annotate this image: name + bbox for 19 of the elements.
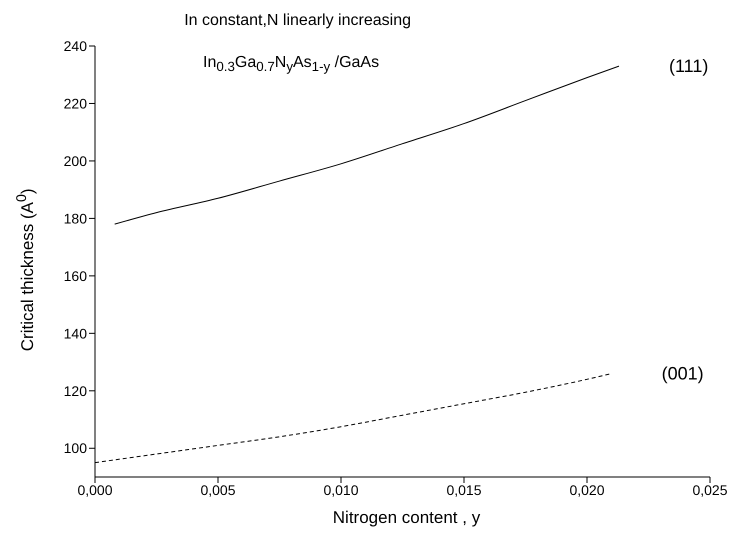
text: (111) xyxy=(668,56,708,76)
text: In$_{0.3}$Ga$_{0.7}$N$_{y}$As$_{1-y}$ /GaAs xyxy=(203,54,380,74)
x-tick-label: 0,020 xyxy=(569,482,605,498)
x-tick-label: 0,015 xyxy=(446,482,482,498)
y-tick-label: 220 xyxy=(64,95,88,112)
x-axis-title: Nitrogen content , y xyxy=(332,508,482,528)
y-tick-label: 120 xyxy=(64,382,88,399)
y-tick-label: 180 xyxy=(64,210,88,226)
y-tick-label: 160 xyxy=(64,268,88,284)
x-tick-label: 0,005 xyxy=(200,482,236,498)
x-tick-label: 0,000 xyxy=(77,482,113,498)
y-tick-label: 100 xyxy=(64,440,88,456)
chart-title: In constant,N linearly increasing xyxy=(183,12,412,30)
y-tick-label: 140 xyxy=(64,325,88,342)
text: (001) xyxy=(662,364,704,384)
x-tick-label: 0,010 xyxy=(323,482,359,498)
y-tick-label: 240 xyxy=(64,38,88,54)
y-tick-label: 200 xyxy=(64,152,88,169)
x-tick-label: 0,025 xyxy=(692,482,728,498)
